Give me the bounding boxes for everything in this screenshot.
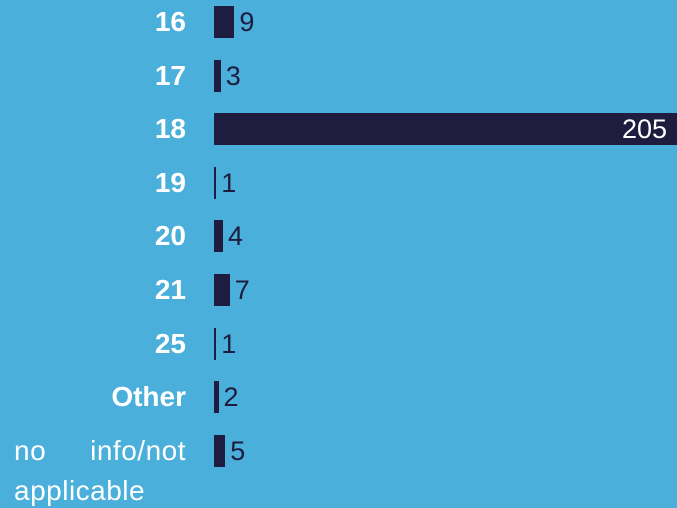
bar — [214, 166, 217, 199]
bar — [214, 381, 219, 414]
category-label: no info/not applicable — [14, 434, 186, 506]
value-label: 3 — [225, 60, 241, 91]
category-label: 20 — [154, 220, 186, 252]
category-label: 16 — [154, 6, 186, 37]
value-label: 1 — [221, 328, 237, 359]
bar — [214, 274, 230, 306]
value-label: 2 — [223, 382, 239, 413]
category-label: Other — [111, 381, 186, 413]
bar — [214, 434, 226, 467]
category-label: 25 — [154, 327, 186, 359]
bar — [214, 59, 221, 92]
category-label: 18 — [154, 113, 186, 145]
value-label: 9 — [239, 7, 255, 37]
bar — [214, 220, 224, 253]
category-label: 19 — [154, 166, 186, 198]
bar — [214, 113, 677, 146]
bar — [214, 327, 217, 360]
value-label: 7 — [234, 275, 250, 305]
bar — [214, 6, 235, 38]
category-label: 17 — [154, 59, 186, 91]
category-label: 21 — [154, 274, 186, 305]
value-label: 5 — [230, 435, 246, 466]
value-label: 1 — [221, 167, 237, 198]
value-label: 4 — [228, 221, 244, 252]
value-label: 205 — [622, 114, 668, 145]
